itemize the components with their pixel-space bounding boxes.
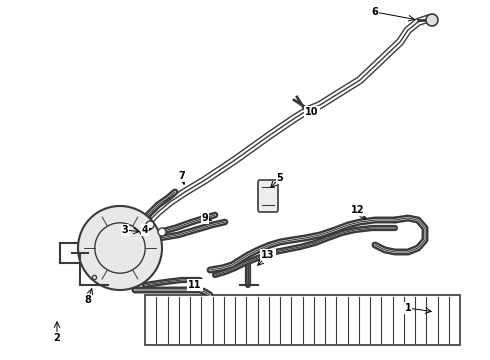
Circle shape	[78, 206, 162, 290]
Text: 9: 9	[201, 213, 208, 223]
Text: 13: 13	[261, 250, 275, 260]
Text: 6: 6	[371, 7, 378, 17]
Text: 12: 12	[351, 205, 365, 215]
Circle shape	[426, 14, 438, 26]
FancyBboxPatch shape	[258, 180, 278, 212]
Text: 4: 4	[142, 225, 148, 235]
Text: 3: 3	[122, 225, 128, 235]
Bar	[145, 295, 460, 345]
Text: 1: 1	[405, 303, 412, 313]
Text: 11: 11	[188, 280, 202, 290]
Text: 8: 8	[85, 295, 92, 305]
Circle shape	[158, 228, 166, 236]
Text: 7: 7	[179, 171, 185, 181]
Text: 2: 2	[53, 333, 60, 343]
Circle shape	[146, 221, 154, 229]
Text: 5: 5	[277, 173, 283, 183]
Text: 10: 10	[305, 107, 319, 117]
